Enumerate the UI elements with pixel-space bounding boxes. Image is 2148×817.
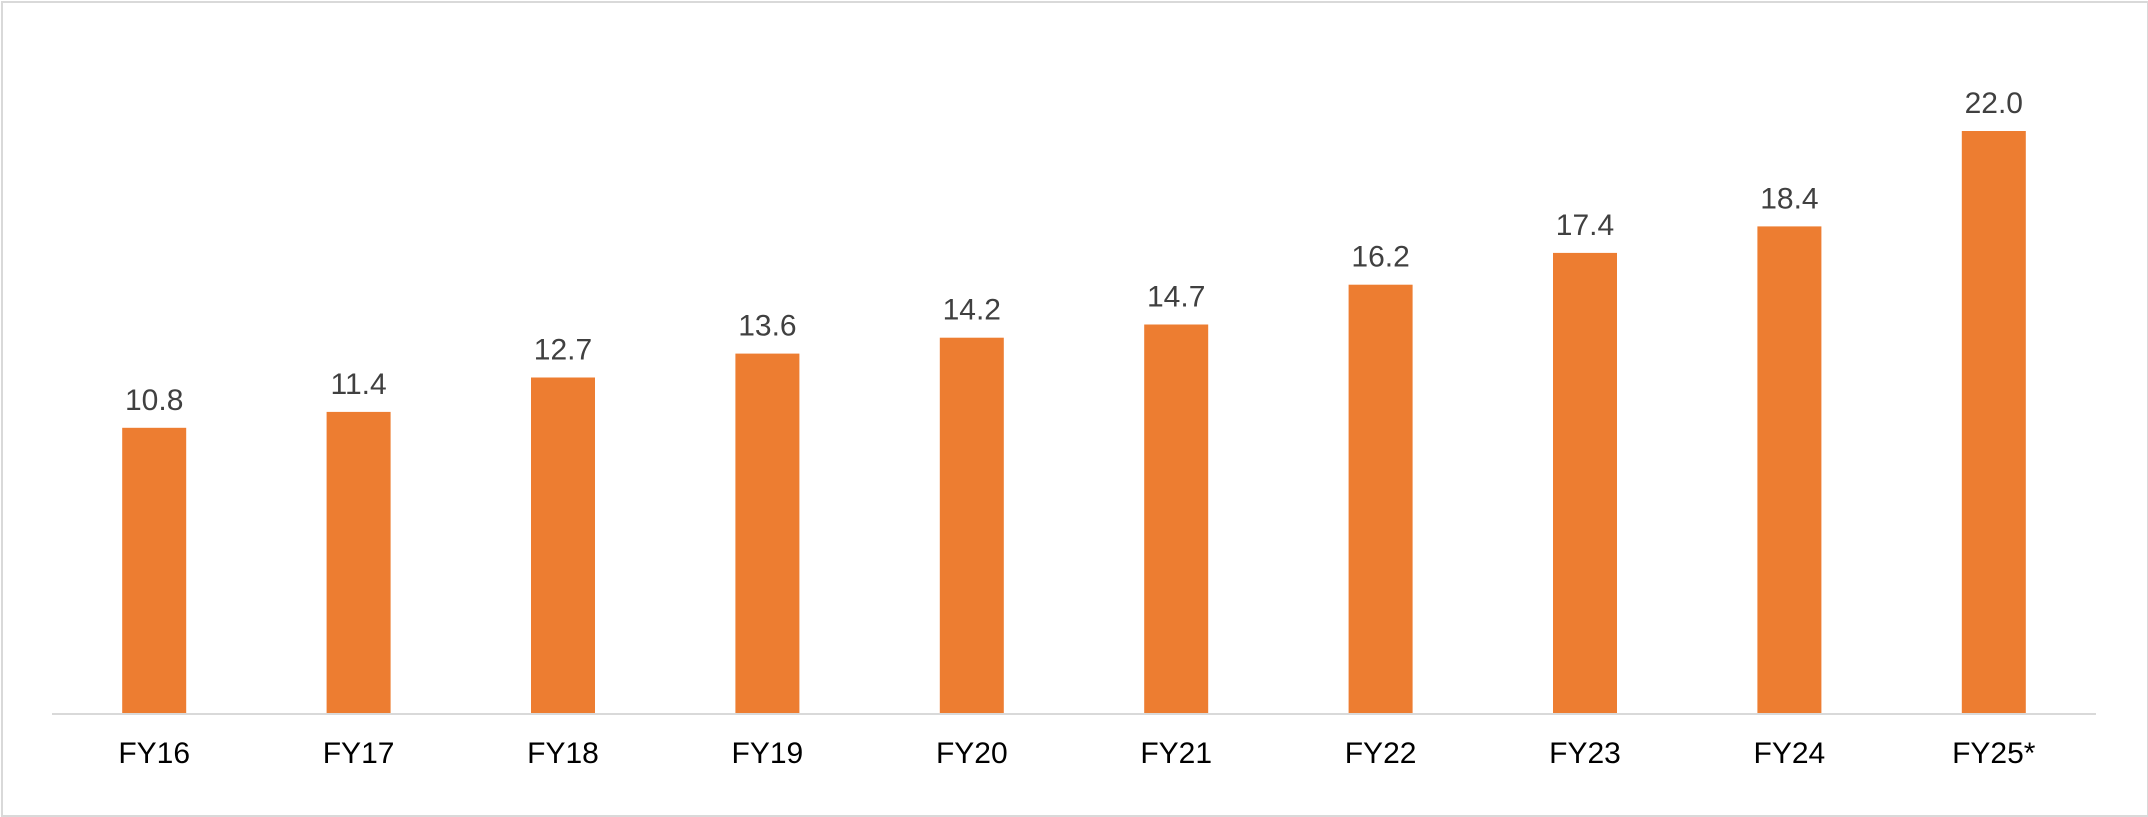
x-tick-label: FY21 — [1140, 737, 1212, 770]
bar-fy25 — [1961, 131, 2026, 714]
x-tick-label: FY20 — [936, 737, 1008, 770]
data-label: 22.0 — [1965, 87, 2023, 120]
bar-fy16 — [122, 427, 187, 714]
data-label: 11.4 — [331, 368, 387, 401]
bar-fy23 — [1553, 252, 1617, 714]
x-tick-label: FY18 — [527, 737, 599, 770]
data-label: 14.2 — [943, 294, 1001, 327]
data-label: 12.7 — [534, 334, 592, 367]
bar-fy19 — [735, 353, 800, 714]
x-tick-label: FY19 — [732, 737, 804, 770]
data-label: 13.6 — [738, 310, 796, 343]
data-label: 14.7 — [1147, 281, 1205, 314]
data-label: 10.8 — [125, 384, 183, 417]
x-tick-label: FY16 — [118, 737, 190, 770]
x-tick-label: FY17 — [323, 737, 395, 770]
bar-fy20 — [939, 337, 1004, 714]
bar-fy18 — [531, 377, 595, 714]
bar-fy22 — [1348, 284, 1413, 714]
data-label: 17.4 — [1556, 209, 1614, 242]
data-label: 18.4 — [1760, 182, 1818, 215]
data-label: 16.2 — [1351, 241, 1409, 274]
x-tick-label: FY22 — [1345, 737, 1417, 770]
bar-fy21 — [1144, 324, 1209, 714]
bar-fy17 — [326, 411, 391, 714]
x-tick-label: FY24 — [1754, 737, 1826, 770]
x-tick-label: FY25* — [1952, 737, 2036, 770]
bar-fy24 — [1757, 226, 1822, 714]
x-tick-label: FY23 — [1549, 737, 1621, 770]
